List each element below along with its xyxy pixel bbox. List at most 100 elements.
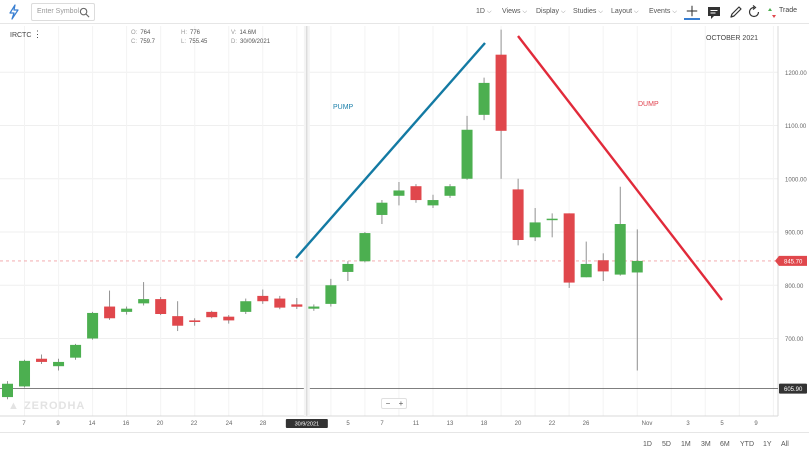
candle: [580, 241, 592, 278]
zoom-out-button[interactable]: −: [385, 399, 391, 408]
display-menu[interactable]: Display ⌵: [536, 8, 566, 16]
x-tick-label: 20: [515, 421, 522, 427]
x-tick-label: 5: [720, 421, 724, 427]
x-tick-label: 7: [22, 421, 26, 427]
candle: [495, 29, 507, 179]
reference-price-label: 605.90: [784, 387, 803, 393]
candle-body-up: [87, 312, 99, 339]
y-tick-label: 1100.00: [785, 124, 807, 130]
candle-body-up: [427, 200, 439, 206]
candle: [274, 295, 286, 310]
candle: [376, 200, 388, 225]
chevron-down-icon: ⌵: [598, 9, 603, 15]
candle-body-up: [546, 218, 558, 221]
crosshair-icon[interactable]: [684, 4, 700, 20]
candle-body-up: [240, 301, 252, 312]
range-6m-button[interactable]: 6M: [720, 441, 730, 448]
candle: [444, 184, 456, 198]
price-chart[interactable]: 700.00 800.00 900.00 1000.00 1100.00 1200.00 6…: [0, 24, 809, 432]
x-tick-label: 5: [346, 421, 350, 427]
ohlc-close: C: 759.7: [131, 39, 156, 45]
candle: [563, 213, 575, 288]
crosshair-date-bg: [285, 419, 328, 428]
candle-body-down: [257, 295, 269, 302]
range-bar: 1D 5D 1M 3M 6M YTD 1Y All: [0, 432, 809, 455]
candle: [393, 181, 405, 206]
dump-annotation: DUMP: [638, 101, 659, 108]
candle: [138, 282, 150, 306]
x-tick-label: 7: [380, 421, 384, 427]
x-tick-label: 11: [413, 421, 420, 427]
candle: [291, 298, 303, 309]
candle: [478, 77, 490, 121]
dump-trend-line: [517, 35, 723, 301]
candle-body-up: [580, 263, 592, 278]
candle: [172, 301, 184, 332]
candle: [53, 358, 65, 371]
candle-body-up: [19, 360, 31, 387]
events-menu[interactable]: Events ⌵: [649, 8, 677, 16]
search-icon[interactable]: [79, 7, 90, 18]
candle-body-down: [172, 316, 184, 326]
y-tick-label: 800.00: [785, 284, 804, 290]
candle: [70, 343, 82, 360]
x-tick-label: 3: [686, 421, 690, 427]
range-1d-button[interactable]: 1D: [643, 441, 652, 448]
x-tick-label: 18: [481, 421, 488, 427]
x-tick-label: 9: [754, 421, 758, 427]
candle: [87, 311, 99, 340]
chart-symbol: IRCTC: [10, 32, 32, 39]
range-ytd-button[interactable]: YTD: [740, 441, 754, 448]
trade-arrows-icon: [768, 8, 776, 18]
range-1y-button[interactable]: 1Y: [763, 441, 772, 448]
layout-menu[interactable]: Layout ⌵: [611, 8, 639, 16]
current-price-tag: 845.70: [775, 255, 807, 266]
candle: [461, 115, 473, 180]
candle: [19, 359, 31, 388]
candle: [427, 194, 439, 209]
x-tick-label: Nov: [642, 421, 653, 427]
kite-logo-icon[interactable]: [6, 4, 22, 20]
candle: [614, 186, 626, 276]
more-options-icon[interactable]: ⋮: [33, 29, 42, 39]
candle-body-down: [410, 186, 422, 201]
candle-body-up: [376, 202, 388, 215]
views-menu[interactable]: Views ⌵: [502, 8, 527, 16]
views-label: Views: [502, 8, 521, 15]
refresh-icon[interactable]: [746, 4, 762, 20]
events-label: Events: [649, 8, 671, 15]
x-tick-label: 22: [191, 421, 198, 427]
candle-body-down: [155, 299, 167, 315]
interval-menu[interactable]: 1D ⌵: [476, 8, 492, 16]
candle-body-up: [631, 260, 643, 273]
top-toolbar: Enter Symbol 1D ⌵ Views ⌵ Display ⌵ Studies…: [0, 0, 809, 24]
x-tick-label: 26: [583, 421, 590, 427]
range-all-button[interactable]: All: [781, 441, 789, 448]
range-1m-button[interactable]: 1M: [681, 441, 691, 448]
reference-price-tag-bg: [779, 383, 807, 394]
candle: [36, 354, 48, 365]
candle: [155, 296, 167, 316]
y-tick-label: 700.00: [785, 337, 804, 343]
candle: [546, 213, 558, 238]
symbol-search-input[interactable]: Enter Symbol: [31, 3, 95, 21]
x-tick-label: 16: [123, 421, 130, 427]
candle-body-up: [138, 299, 150, 304]
candle-body-down: [274, 298, 286, 308]
trade-button[interactable]: Trade: [779, 7, 798, 14]
draw-pencil-icon[interactable]: [728, 4, 744, 20]
chevron-down-icon: ⌵: [634, 9, 639, 15]
y-tick-label: 1000.00: [785, 177, 807, 183]
comment-icon[interactable]: [706, 4, 722, 20]
candle-body-down: [36, 358, 48, 362]
range-3m-button[interactable]: 3M: [701, 441, 711, 448]
candle: [308, 304, 320, 311]
candle: [104, 290, 116, 320]
zoom-in-button[interactable]: +: [398, 399, 404, 408]
candle-body-up: [342, 263, 354, 272]
pump-trend-line: [295, 42, 486, 259]
studies-menu[interactable]: Studies ⌵: [573, 8, 603, 16]
pump-annotation: PUMP: [333, 104, 354, 111]
range-5d-button[interactable]: 5D: [662, 441, 671, 448]
candle: [529, 208, 541, 242]
